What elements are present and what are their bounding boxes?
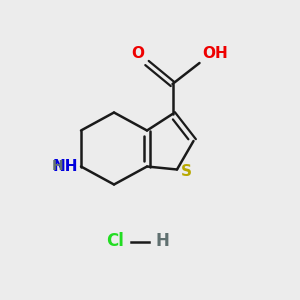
Text: O: O <box>132 46 145 62</box>
Text: H: H <box>155 232 169 250</box>
Text: S: S <box>181 164 192 179</box>
Text: OH: OH <box>202 46 228 62</box>
Text: Cl: Cl <box>106 232 124 250</box>
Text: NH: NH <box>53 159 79 174</box>
Text: H: H <box>52 160 64 173</box>
